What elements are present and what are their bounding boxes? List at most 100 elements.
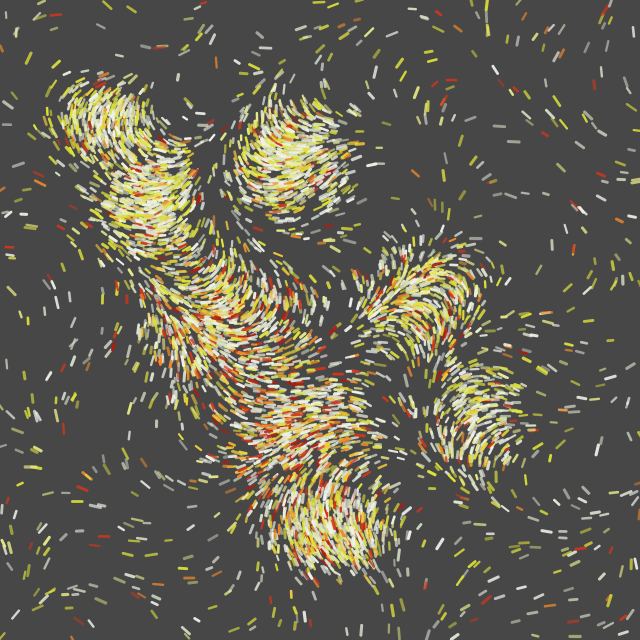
sparse-particle-247 — [622, 76, 629, 88]
sparse-particle-484 — [505, 310, 515, 318]
dense-particle-3517 — [271, 375, 279, 379]
dense-particle-2193 — [409, 248, 413, 257]
sparse-particle-435 — [94, 81, 107, 89]
dense-particle-4021 — [350, 313, 359, 324]
sparse-particle-203 — [567, 619, 580, 624]
dense-particle-753 — [374, 474, 382, 483]
dense-particle-3421 — [512, 428, 521, 434]
dense-particle-1909 — [340, 467, 348, 475]
sparse-particle-658 — [314, 54, 323, 65]
dense-particle-1962 — [400, 279, 406, 286]
dense-particle-1526 — [198, 267, 205, 274]
sparse-particle-642 — [207, 534, 219, 542]
sparse-particle-665 — [299, 359, 310, 365]
dense-particle-3699 — [462, 405, 470, 411]
sparse-particle-687 — [45, 85, 53, 98]
sparse-particle-354 — [576, 395, 588, 401]
dense-particle-3269 — [157, 348, 162, 358]
dense-particle-561 — [54, 171, 61, 177]
sparse-particle-153 — [390, 603, 395, 618]
dense-particle-1487 — [297, 540, 304, 548]
dense-particle-907 — [460, 322, 465, 330]
sparse-particle-564 — [194, 32, 203, 42]
sparse-particle-726 — [579, 527, 592, 534]
sparse-particle-252 — [469, 0, 474, 7]
dense-particle-1777 — [337, 119, 348, 125]
sparse-particle-551 — [394, 447, 405, 451]
sparse-particle-47 — [96, 503, 107, 508]
dense-particle-2477 — [130, 284, 137, 294]
dense-particle-529 — [95, 244, 103, 253]
dense-particle-2951 — [192, 168, 200, 178]
dense-particle-3307 — [262, 376, 271, 381]
dense-particle-331 — [241, 438, 250, 442]
sparse-particle-303 — [518, 553, 530, 560]
sparse-particle-680 — [372, 65, 378, 79]
dense-particle-3065 — [390, 515, 396, 525]
dense-particle-2870 — [76, 184, 87, 192]
dense-particle-2337 — [255, 341, 263, 346]
dense-particle-2499 — [243, 242, 251, 252]
dense-particle-2363 — [319, 516, 324, 524]
sparse-particle-147 — [310, 229, 321, 235]
sparse-particle-113 — [625, 86, 632, 95]
dense-particle-200 — [417, 437, 423, 444]
sparse-particle-803 — [52, 140, 60, 151]
dense-particle-4066 — [295, 164, 307, 169]
dense-particle-4037 — [159, 185, 167, 189]
sparse-particle-770 — [94, 597, 108, 605]
dense-particle-1114 — [80, 221, 89, 229]
dense-particle-2279 — [449, 426, 455, 433]
dense-particle-3825 — [370, 517, 374, 526]
dense-particle-1602 — [292, 359, 302, 364]
dense-particle-767 — [350, 547, 358, 557]
sparse-particle-788 — [581, 113, 588, 123]
sparse-particle-442 — [347, 25, 358, 33]
dense-particle-2712 — [391, 336, 401, 343]
dense-particle-3903 — [241, 325, 253, 332]
dense-particle-1303 — [456, 280, 466, 290]
dense-particle-268 — [136, 95, 140, 103]
dense-particle-3858 — [406, 299, 418, 305]
dense-particle-2174 — [117, 248, 125, 257]
dense-particle-3038 — [206, 373, 211, 381]
sparse-particle-105 — [312, 0, 326, 4]
sparse-particle-82 — [478, 469, 484, 478]
dense-particle-3612 — [405, 286, 414, 293]
dense-particle-2690 — [284, 467, 290, 472]
dense-particle-1437 — [187, 294, 198, 299]
dense-particle-179 — [305, 454, 313, 461]
dense-particle-1532 — [180, 320, 186, 328]
dense-particle-3582 — [252, 226, 264, 232]
dense-particle-1891 — [200, 217, 206, 228]
dense-particle-2063 — [497, 372, 508, 379]
dense-particle-3909 — [403, 327, 412, 334]
sparse-particle-141 — [294, 25, 307, 32]
dense-particle-1083 — [336, 390, 344, 394]
sparse-particle-120 — [236, 570, 242, 581]
dense-particle-1986 — [486, 424, 496, 430]
dense-particle-2704 — [94, 139, 102, 148]
dense-particle-1892 — [289, 371, 297, 375]
sparse-particle-887 — [18, 310, 23, 319]
dense-particle-606 — [374, 565, 381, 573]
sparse-particle-494 — [226, 521, 237, 532]
dense-particle-3042 — [479, 262, 486, 271]
dense-particle-2425 — [135, 130, 140, 138]
dense-particle-2515 — [286, 114, 293, 122]
sparse-particle-584 — [473, 522, 487, 527]
dense-particle-640 — [113, 243, 124, 249]
dense-particle-layer — [32, 70, 558, 601]
dense-particle-4068 — [125, 111, 130, 118]
sparse-particle-686 — [604, 39, 610, 52]
sparse-particle-361 — [323, 104, 333, 114]
sparse-particle-651 — [423, 581, 428, 591]
dense-particle-1199 — [240, 162, 247, 168]
sparse-particle-175 — [70, 241, 77, 248]
dense-particle-2775 — [402, 254, 407, 264]
dense-particle-151 — [388, 578, 395, 588]
dense-particle-2079 — [262, 358, 275, 362]
dense-particle-3974 — [381, 530, 386, 542]
sparse-particle-604 — [254, 581, 261, 591]
dense-particle-2296 — [341, 168, 348, 175]
